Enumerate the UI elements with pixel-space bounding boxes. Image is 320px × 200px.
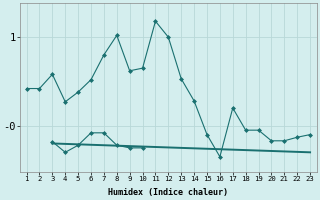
X-axis label: Humidex (Indice chaleur): Humidex (Indice chaleur): [108, 188, 228, 197]
